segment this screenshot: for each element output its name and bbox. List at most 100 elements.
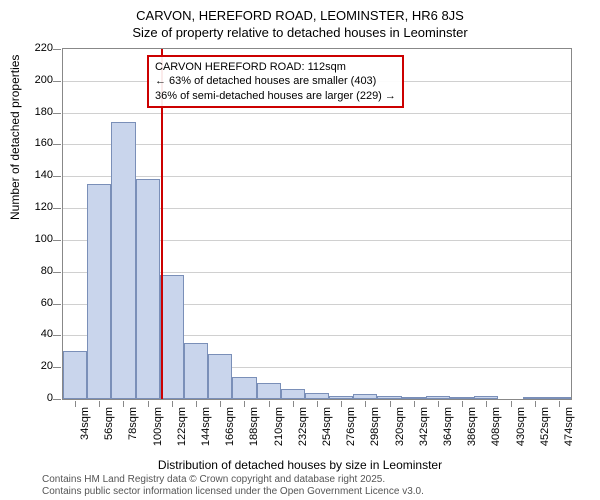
x-tick	[269, 401, 270, 407]
gridline	[63, 144, 571, 145]
x-tick-label: 166sqm	[224, 407, 236, 449]
y-tick-label: 0	[23, 392, 53, 404]
y-tick-label: 60	[23, 297, 53, 309]
y-tick	[53, 81, 61, 82]
x-tick-label: 364sqm	[442, 407, 454, 449]
y-tick	[53, 144, 61, 145]
x-tick	[511, 401, 512, 407]
histogram-bar	[111, 122, 135, 399]
x-tick	[196, 401, 197, 407]
y-tick-label: 80	[23, 265, 53, 277]
histogram-bar	[329, 396, 353, 399]
y-tick-label: 160	[23, 137, 53, 149]
histogram-bar	[87, 184, 111, 399]
x-tick-label: 276sqm	[345, 407, 357, 449]
x-tick-label: 430sqm	[515, 407, 527, 449]
y-tick	[53, 113, 61, 114]
x-tick-label: 386sqm	[466, 407, 478, 449]
y-tick	[53, 49, 61, 50]
histogram-bar	[257, 383, 281, 399]
x-tick-label: 122sqm	[176, 407, 188, 449]
y-tick	[53, 208, 61, 209]
y-tick-label: 140	[23, 169, 53, 181]
x-tick-label: 188sqm	[248, 407, 260, 449]
y-tick-label: 200	[23, 74, 53, 86]
y-tick-label: 40	[23, 328, 53, 340]
histogram-bar	[136, 179, 160, 399]
x-tick-label: 298sqm	[369, 407, 381, 449]
y-tick	[53, 240, 61, 241]
x-tick	[559, 401, 560, 407]
footer-line-2: Contains public sector information licen…	[42, 486, 424, 498]
histogram-bar	[523, 397, 547, 399]
x-tick-label: 320sqm	[394, 407, 406, 449]
histogram-bar	[305, 393, 329, 399]
x-tick	[317, 401, 318, 407]
histogram-bar	[450, 397, 474, 399]
x-tick-label: 78sqm	[127, 407, 139, 449]
x-tick-label: 210sqm	[273, 407, 285, 449]
y-tick-label: 20	[23, 360, 53, 372]
x-tick-label: 100sqm	[152, 407, 164, 449]
chart-container: CARVON, HEREFORD ROAD, LEOMINSTER, HR6 8…	[0, 0, 600, 500]
histogram-bar	[353, 394, 377, 399]
x-tick-label: 452sqm	[539, 407, 551, 449]
plot-area: 02040608010012014016018020022034sqm56sqm…	[62, 48, 572, 400]
chart-title-sub: Size of property relative to detached ho…	[0, 23, 600, 40]
x-tick	[172, 401, 173, 407]
histogram-bar	[474, 396, 498, 399]
histogram-bar	[208, 354, 232, 399]
footer-line-1: Contains HM Land Registry data © Crown c…	[42, 474, 424, 486]
x-tick-label: 254sqm	[321, 407, 333, 449]
histogram-bar	[160, 275, 184, 399]
annotation-line: CARVON HEREFORD ROAD: 112sqm	[155, 60, 396, 74]
x-tick	[486, 401, 487, 407]
y-tick	[53, 272, 61, 273]
y-tick	[53, 367, 61, 368]
histogram-bar	[281, 389, 305, 399]
y-tick-label: 180	[23, 106, 53, 118]
y-tick	[53, 335, 61, 336]
y-tick-label: 120	[23, 201, 53, 213]
gridline	[63, 113, 571, 114]
x-tick-label: 56sqm	[103, 407, 115, 449]
x-tick	[244, 401, 245, 407]
y-tick	[53, 304, 61, 305]
x-tick	[341, 401, 342, 407]
histogram-bar	[184, 343, 208, 399]
x-tick	[365, 401, 366, 407]
histogram-bar	[377, 396, 401, 399]
x-tick	[123, 401, 124, 407]
x-tick	[75, 401, 76, 407]
y-tick	[53, 176, 61, 177]
x-axis-title: Distribution of detached houses by size …	[0, 458, 600, 472]
annotation-box: CARVON HEREFORD ROAD: 112sqm← 63% of det…	[147, 55, 404, 108]
x-tick	[390, 401, 391, 407]
y-tick	[53, 399, 61, 400]
y-axis-title: Number of detached properties	[8, 55, 22, 220]
x-tick-label: 144sqm	[200, 407, 212, 449]
x-tick-label: 342sqm	[418, 407, 430, 449]
histogram-bar	[426, 396, 450, 399]
x-tick	[220, 401, 221, 407]
x-tick	[99, 401, 100, 407]
x-tick-label: 474sqm	[563, 407, 575, 449]
histogram-bar	[232, 377, 256, 399]
histogram-bar	[402, 397, 426, 399]
x-tick-label: 232sqm	[297, 407, 309, 449]
y-tick-label: 220	[23, 42, 53, 54]
x-tick	[148, 401, 149, 407]
x-tick	[462, 401, 463, 407]
x-tick	[293, 401, 294, 407]
footer-attribution: Contains HM Land Registry data © Crown c…	[42, 474, 424, 498]
annotation-line: ← 63% of detached houses are smaller (40…	[155, 74, 396, 88]
gridline	[63, 176, 571, 177]
histogram-bar	[547, 397, 571, 399]
annotation-line: 36% of semi-detached houses are larger (…	[155, 89, 396, 103]
x-tick	[438, 401, 439, 407]
x-tick-label: 408sqm	[490, 407, 502, 449]
x-tick	[535, 401, 536, 407]
y-tick-label: 100	[23, 233, 53, 245]
x-tick-label: 34sqm	[79, 407, 91, 449]
histogram-bar	[63, 351, 87, 399]
